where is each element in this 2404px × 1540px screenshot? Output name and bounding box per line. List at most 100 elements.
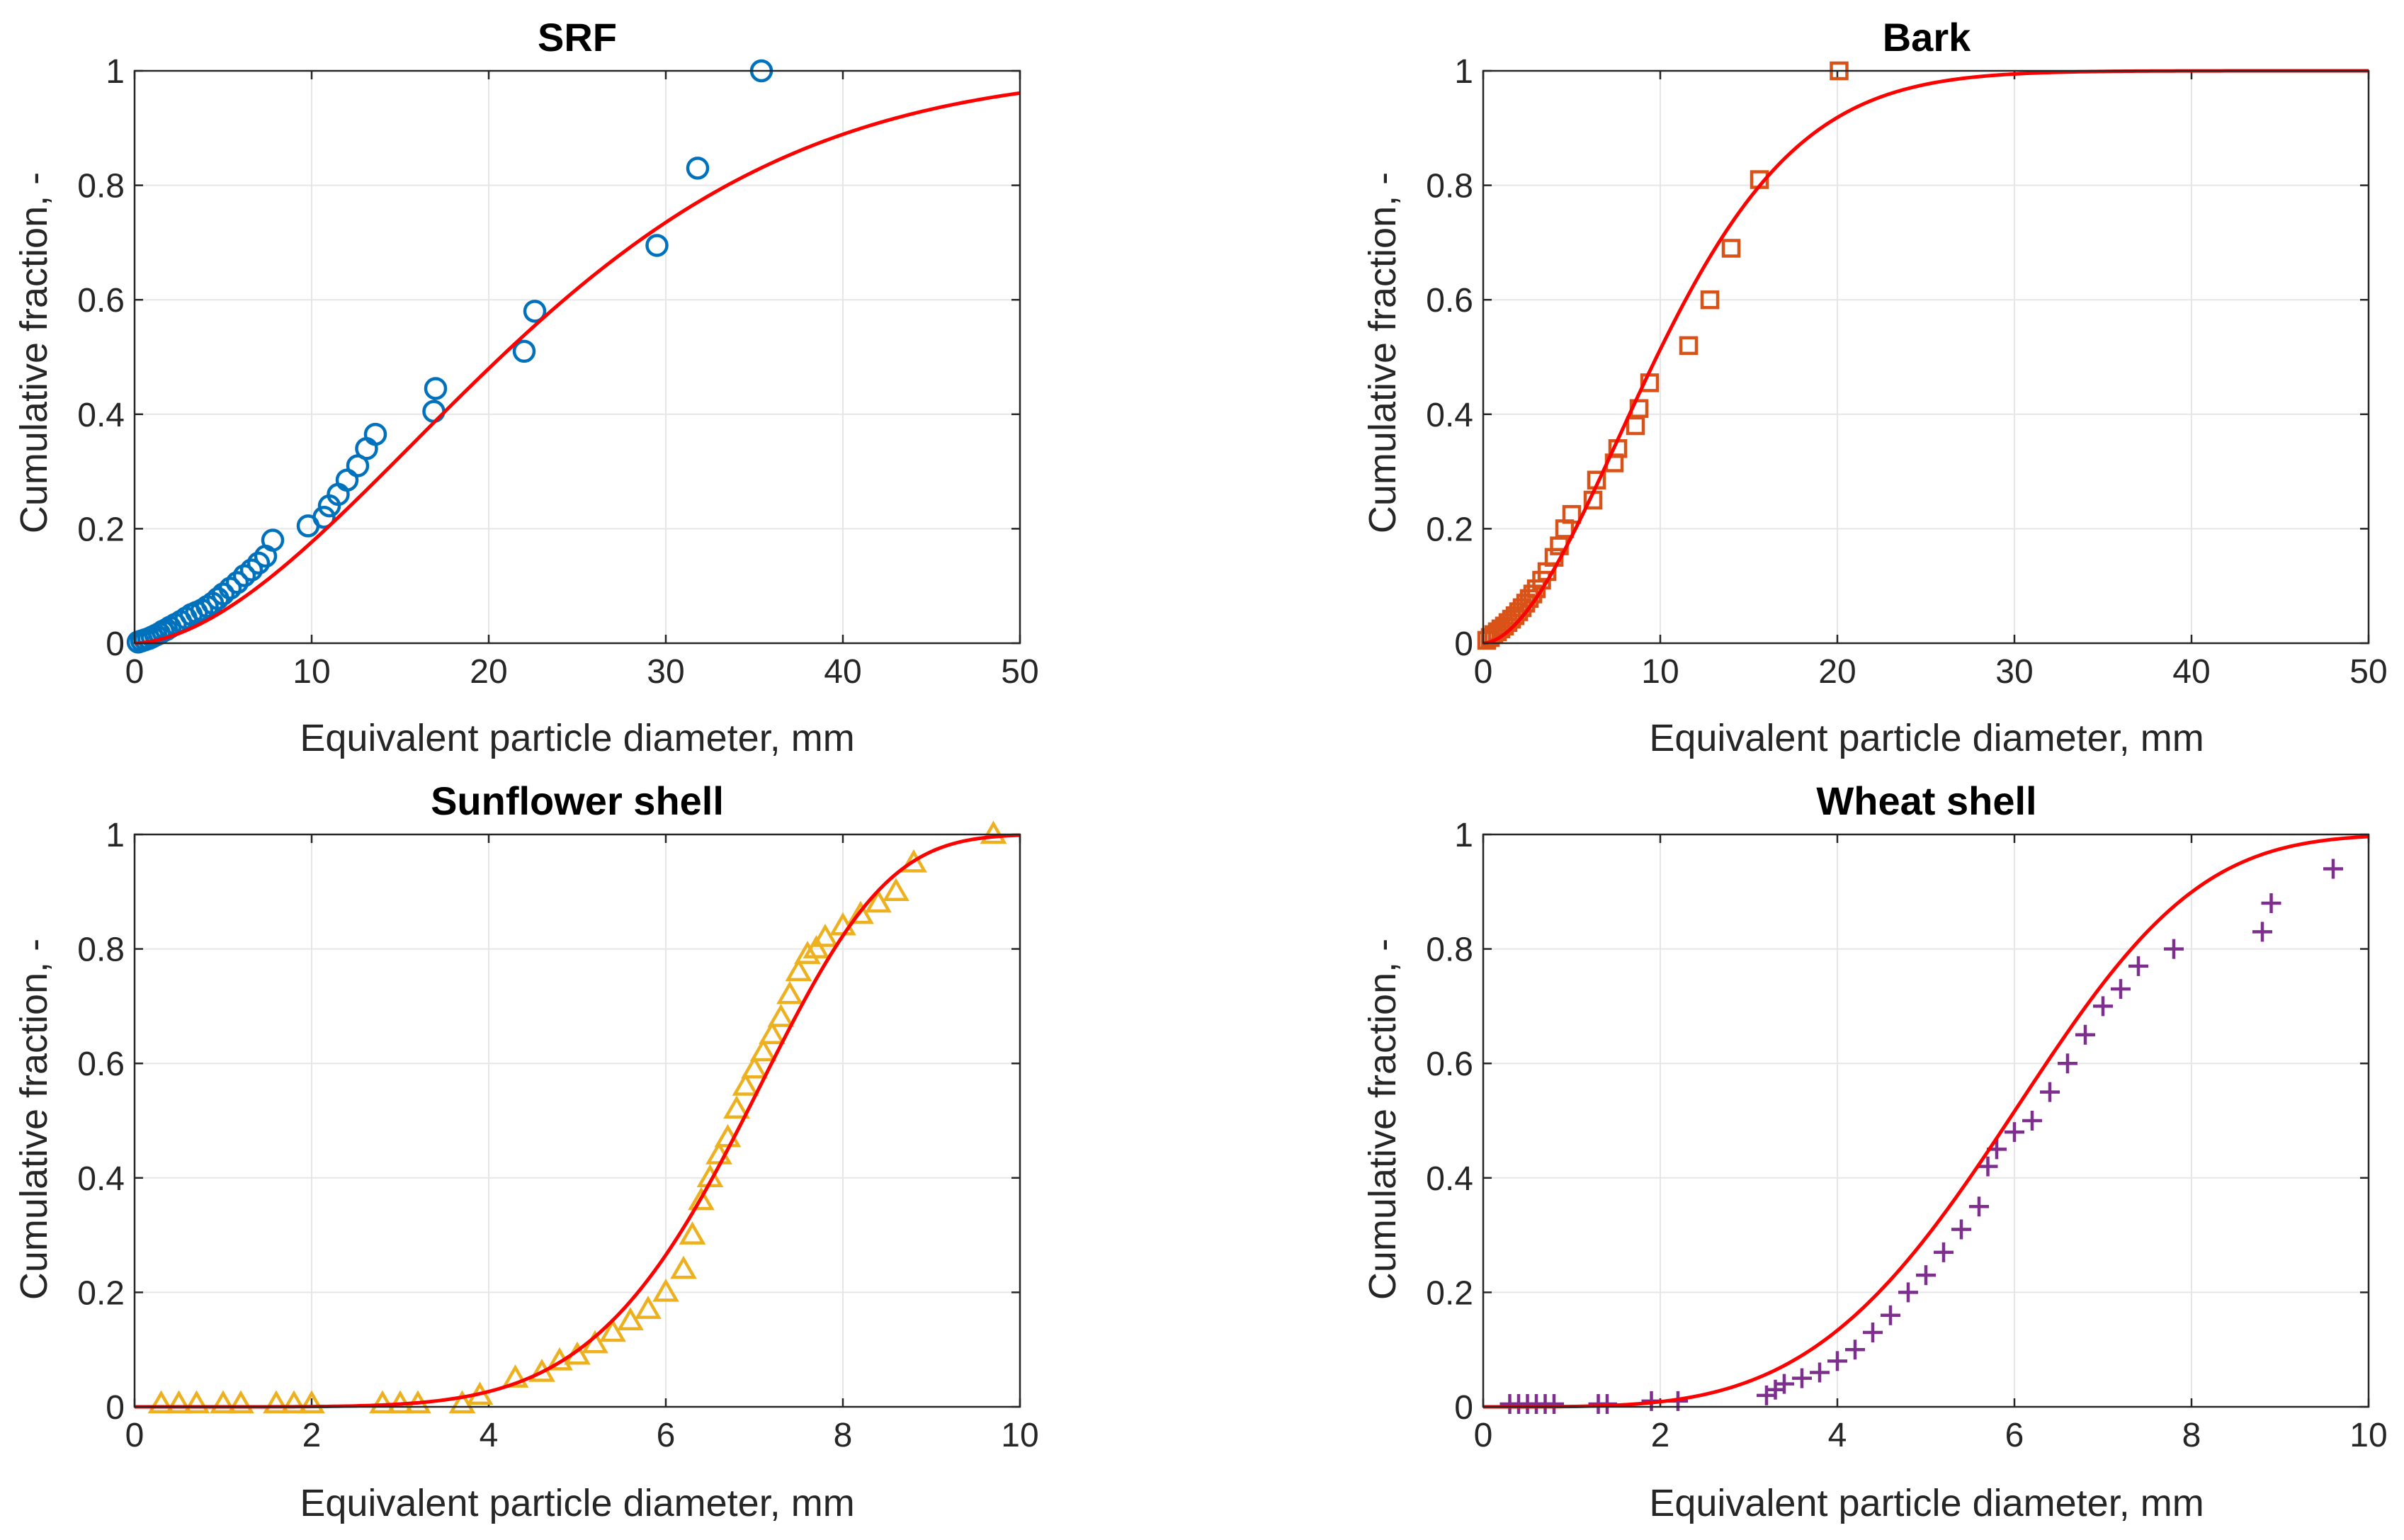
wheat-data-point <box>2323 859 2343 879</box>
wheat-data-point <box>1916 1265 1936 1286</box>
wheat-ytick-label: 0.2 <box>1426 1274 1473 1312</box>
srf-data-point <box>512 339 536 363</box>
sunflower-data-point <box>865 889 892 913</box>
sunflower-data-point <box>501 1364 529 1388</box>
wheat-data-point <box>1774 1374 1794 1394</box>
wheat-xtick-label: 6 <box>2005 1417 2024 1454</box>
sunflower-data-point <box>183 1390 210 1414</box>
srf-data-point <box>232 564 256 587</box>
sunflower-xtick-label: 10 <box>1001 1417 1038 1454</box>
wheat-ticks: 0 2 4 6 8 10 0 0.2 0.4 0.6 0.8 1 <box>1426 817 2387 1454</box>
sunflower-ytick-label: 0.4 <box>77 1160 125 1198</box>
sunflower-data-point <box>165 1390 193 1414</box>
srf-xtick-label: 30 <box>647 653 684 691</box>
srf-data-point <box>261 528 285 552</box>
srf-data-point <box>645 234 669 257</box>
bark-title: Bark <box>1883 15 1971 60</box>
bark-data-point <box>1626 416 1645 436</box>
sunflower-ytick-label: 0.8 <box>77 932 125 969</box>
srf-fit-curve <box>134 91 1021 645</box>
wheat-grid <box>1482 834 2369 1408</box>
sunflower-xtick-label: 4 <box>480 1417 499 1454</box>
sunflower-xtick-label: 0 <box>125 1417 144 1454</box>
srf-axes-box <box>133 69 1021 645</box>
sunflower-data-point <box>617 1307 644 1331</box>
wheat-data-point <box>1978 1156 1998 1177</box>
srf-xtick-label: 50 <box>1001 653 1038 691</box>
wheat-data-point <box>1934 1242 1954 1262</box>
sunflower-xlabel: Equivalent particle diameter, mm <box>300 1482 854 1524</box>
sunflower-grid <box>134 834 1021 1408</box>
sunflower-xtick-label: 6 <box>657 1417 676 1454</box>
srf-ytick-label: 1 <box>106 53 125 91</box>
sunflower-title: Sunflower shell <box>431 779 724 823</box>
wheat-data-point <box>1792 1368 1812 1388</box>
bark-xtick-label: 20 <box>1818 653 1856 691</box>
wheat-markers <box>1499 859 2343 1414</box>
bark-data-point <box>1679 336 1699 356</box>
srf-data-point <box>239 558 263 582</box>
srf-ytick-label: 0.6 <box>77 282 125 319</box>
wheat-data-point <box>2261 893 2281 913</box>
wheat-xlabel: Equivalent particle diameter, mm <box>1649 1482 2204 1524</box>
sunflower-xtick-label: 8 <box>834 1417 853 1454</box>
wheat-ylabel: Cumulative fraction, - <box>1361 939 1404 1300</box>
srf-title: SRF <box>538 15 617 60</box>
bark-fit-curve <box>1482 69 2369 645</box>
sunflower-data-point <box>652 1278 679 1302</box>
wheat-data-point <box>2075 1024 2095 1045</box>
wheat-xtick-label: 2 <box>1651 1417 1670 1454</box>
wheat-ytick-label: 0.8 <box>1426 932 1473 969</box>
wheat-data-point <box>1827 1351 1847 1371</box>
srf-data-point <box>523 300 547 323</box>
wheat-axes-box <box>1482 833 2370 1408</box>
srf-data-point <box>211 582 235 606</box>
sunflower-data-point <box>635 1296 662 1319</box>
bark-data-point <box>1700 290 1720 310</box>
wheat-data-point <box>1544 1393 1564 1414</box>
sunflower-data-point <box>679 1221 706 1245</box>
panel-sunflower-shell: Sunflower shell Equivalent particle diam… <box>13 779 1039 1524</box>
wheat-xtick-label: 4 <box>1828 1417 1847 1454</box>
srf-xtick-label: 0 <box>125 653 144 691</box>
wheat-data-point <box>1863 1322 1883 1342</box>
sunflower-fit-curve <box>135 833 1021 1409</box>
sunflower-data-point <box>812 923 839 947</box>
sunflower-ticks: 0 2 4 6 8 10 0 0.2 0.4 0.6 0.8 1 <box>77 817 1038 1454</box>
sunflower-ytick-label: 0.2 <box>77 1274 125 1312</box>
bark-xtick-label: 30 <box>1995 653 2033 691</box>
srf-markers <box>126 59 773 654</box>
sunflower-data-point <box>147 1390 175 1414</box>
sunflower-data-point <box>670 1255 697 1279</box>
srf-data-point <box>225 571 249 594</box>
sunflower-xtick-label: 2 <box>302 1417 322 1454</box>
srf-data-point <box>335 468 359 492</box>
sunflower-ytick-label: 1 <box>106 817 125 854</box>
sunflower-axes-box <box>133 833 1021 1408</box>
srf-data-point <box>312 505 336 529</box>
bark-grid <box>1482 70 2369 644</box>
bark-ticks: 0 10 20 30 40 50 0 0.2 0.4 0.6 0.8 1 <box>1426 53 2387 691</box>
wheat-xtick-label: 10 <box>2349 1417 2387 1454</box>
bark-xtick-label: 10 <box>1641 653 1679 691</box>
bark-xtick-label: 0 <box>1474 653 1493 691</box>
sunflower-data-point <box>847 900 874 924</box>
bark-ytick-label: 0.4 <box>1426 397 1473 434</box>
sunflower-data-point <box>741 1055 768 1079</box>
bark-ytick-label: 0 <box>1454 625 1473 663</box>
sunflower-data-point <box>803 935 830 958</box>
srf-data-point <box>686 157 710 180</box>
sunflower-data-point <box>210 1390 237 1414</box>
panel-bark: Bark Equivalent particle diameter, mm Cu… <box>1361 15 2388 759</box>
srf-data-point <box>218 577 242 600</box>
wheat-data-point <box>2128 956 2148 976</box>
wheat-title: Wheat shell <box>1816 779 2036 823</box>
bark-ytick-label: 0.6 <box>1426 282 1473 319</box>
srf-ylabel: Cumulative fraction, - <box>13 172 55 533</box>
sunflower-data-point <box>749 1038 777 1062</box>
wheat-data-point <box>1845 1340 1865 1360</box>
sunflower-data-point <box>785 958 812 982</box>
wheat-data-point <box>1951 1219 1971 1240</box>
srf-data-point <box>246 551 271 575</box>
